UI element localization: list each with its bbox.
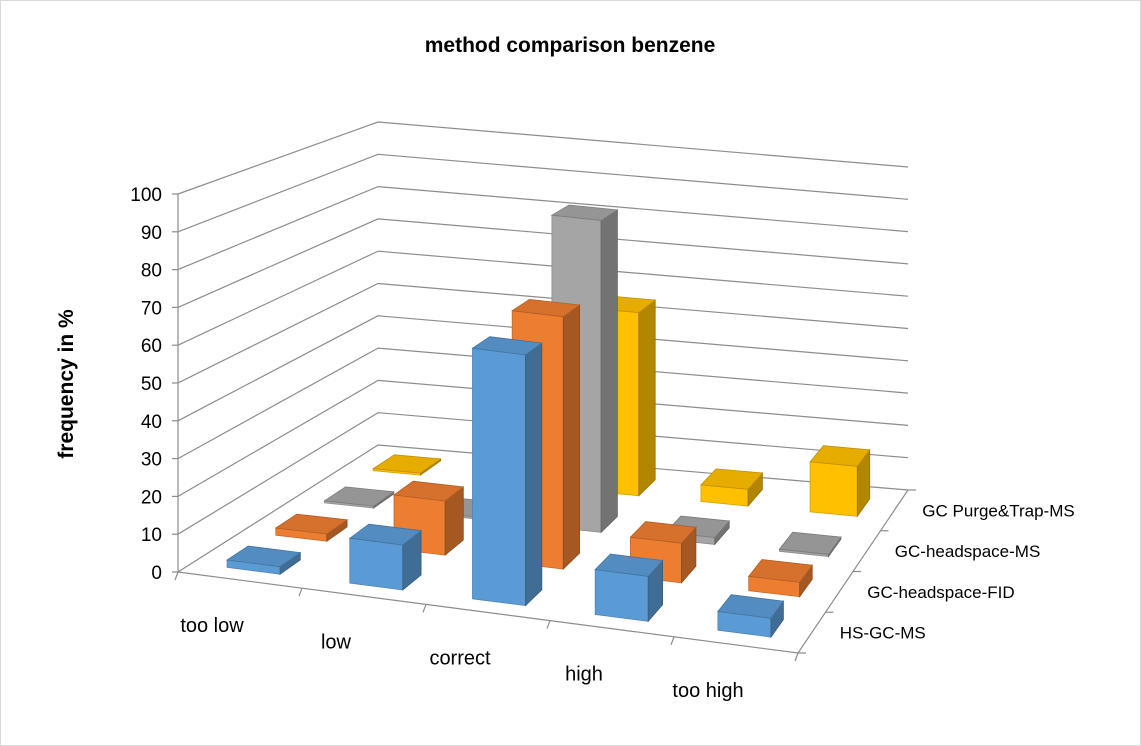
- bar-top-face: [717, 594, 785, 619]
- bar: [809, 445, 871, 518]
- x-tick-label: too low: [180, 615, 244, 637]
- gridline: [177, 121, 909, 195]
- bar-top-face: [372, 454, 442, 474]
- y-axis-label: frequency in %: [55, 309, 78, 459]
- series-label: HS-GC-MS: [840, 624, 926, 643]
- bar-top-face: [778, 531, 842, 555]
- bar-front-face: [349, 537, 404, 591]
- x-tick-mark: [422, 604, 427, 613]
- bar-side-face: [562, 304, 580, 570]
- gridline: [177, 347, 909, 460]
- bar-top-face: [348, 523, 423, 546]
- series-label: GC-headspace-FID: [867, 583, 1014, 602]
- bar-top-face: [594, 553, 664, 577]
- x-tick-mark: [174, 571, 179, 581]
- bar: [225, 545, 302, 575]
- bar: [747, 559, 813, 598]
- bar: [323, 486, 395, 509]
- gridline: [177, 250, 909, 346]
- gridline: [177, 412, 909, 535]
- bar-top-face: [700, 468, 764, 490]
- x-tick-label: correct: [429, 648, 491, 670]
- bar-top-face: [392, 480, 465, 502]
- bar-top-face: [471, 336, 543, 356]
- bar-top-face: [747, 559, 813, 583]
- x-tick-mark: [794, 652, 799, 662]
- gridline: [177, 185, 909, 271]
- gridline: [177, 282, 909, 384]
- bar-side-face: [638, 299, 656, 497]
- y-tick-label: 60: [141, 336, 162, 357]
- bar-top-face: [511, 298, 581, 318]
- x-tick-mark: [670, 636, 675, 646]
- y-tick-label: 100: [130, 185, 162, 206]
- bar-side-face: [525, 342, 543, 607]
- bar-front-face: [472, 347, 526, 607]
- x-tick-label: too high: [672, 680, 743, 702]
- y-tick-label: 0: [151, 563, 162, 584]
- gridline: [177, 379, 909, 497]
- bar: [372, 454, 442, 476]
- bar-top-face: [550, 204, 619, 221]
- bar-front-face: [809, 461, 858, 517]
- bar-front-face: [594, 569, 649, 622]
- y-tick-label: 40: [141, 412, 162, 433]
- bar-top-face: [809, 445, 871, 467]
- y-tick-label: 20: [141, 487, 162, 508]
- bars-group: [225, 204, 871, 639]
- x-tick-mark: [546, 620, 551, 629]
- bar: [717, 594, 785, 639]
- bar-side-face: [600, 209, 618, 534]
- y-tick-label: 70: [141, 298, 162, 319]
- x-tick-label: low: [321, 631, 352, 653]
- bar: [700, 468, 764, 508]
- bar: [778, 531, 842, 558]
- bar-top-face: [274, 513, 349, 535]
- bar-top-face: [629, 521, 697, 544]
- x-tick-label: high: [565, 664, 603, 686]
- series-label: GC-headspace-MS: [895, 542, 1041, 561]
- labels-group: 0 10 20 30 40 50 60 70 80 90 100 too low low correct h…: [130, 185, 1074, 702]
- series-label: GC Purge&Trap-MS: [922, 501, 1074, 520]
- y-tick-label: 10: [141, 525, 162, 546]
- bar-top-face: [225, 545, 302, 568]
- bar: [348, 523, 423, 591]
- y-tick-label: 80: [141, 261, 162, 282]
- gridline: [177, 315, 909, 422]
- x-tick-mark: [298, 587, 303, 597]
- bar-top-face: [323, 486, 395, 507]
- y-tick-label: 90: [141, 223, 162, 244]
- bar: [471, 336, 543, 607]
- y-tick-label: 50: [141, 374, 162, 395]
- bar: [594, 553, 664, 623]
- y-tick-label: 30: [141, 450, 162, 471]
- gridline: [177, 153, 909, 233]
- gridline: [177, 218, 909, 308]
- bar: [274, 513, 349, 542]
- chart-title: method comparison benzene: [425, 34, 716, 57]
